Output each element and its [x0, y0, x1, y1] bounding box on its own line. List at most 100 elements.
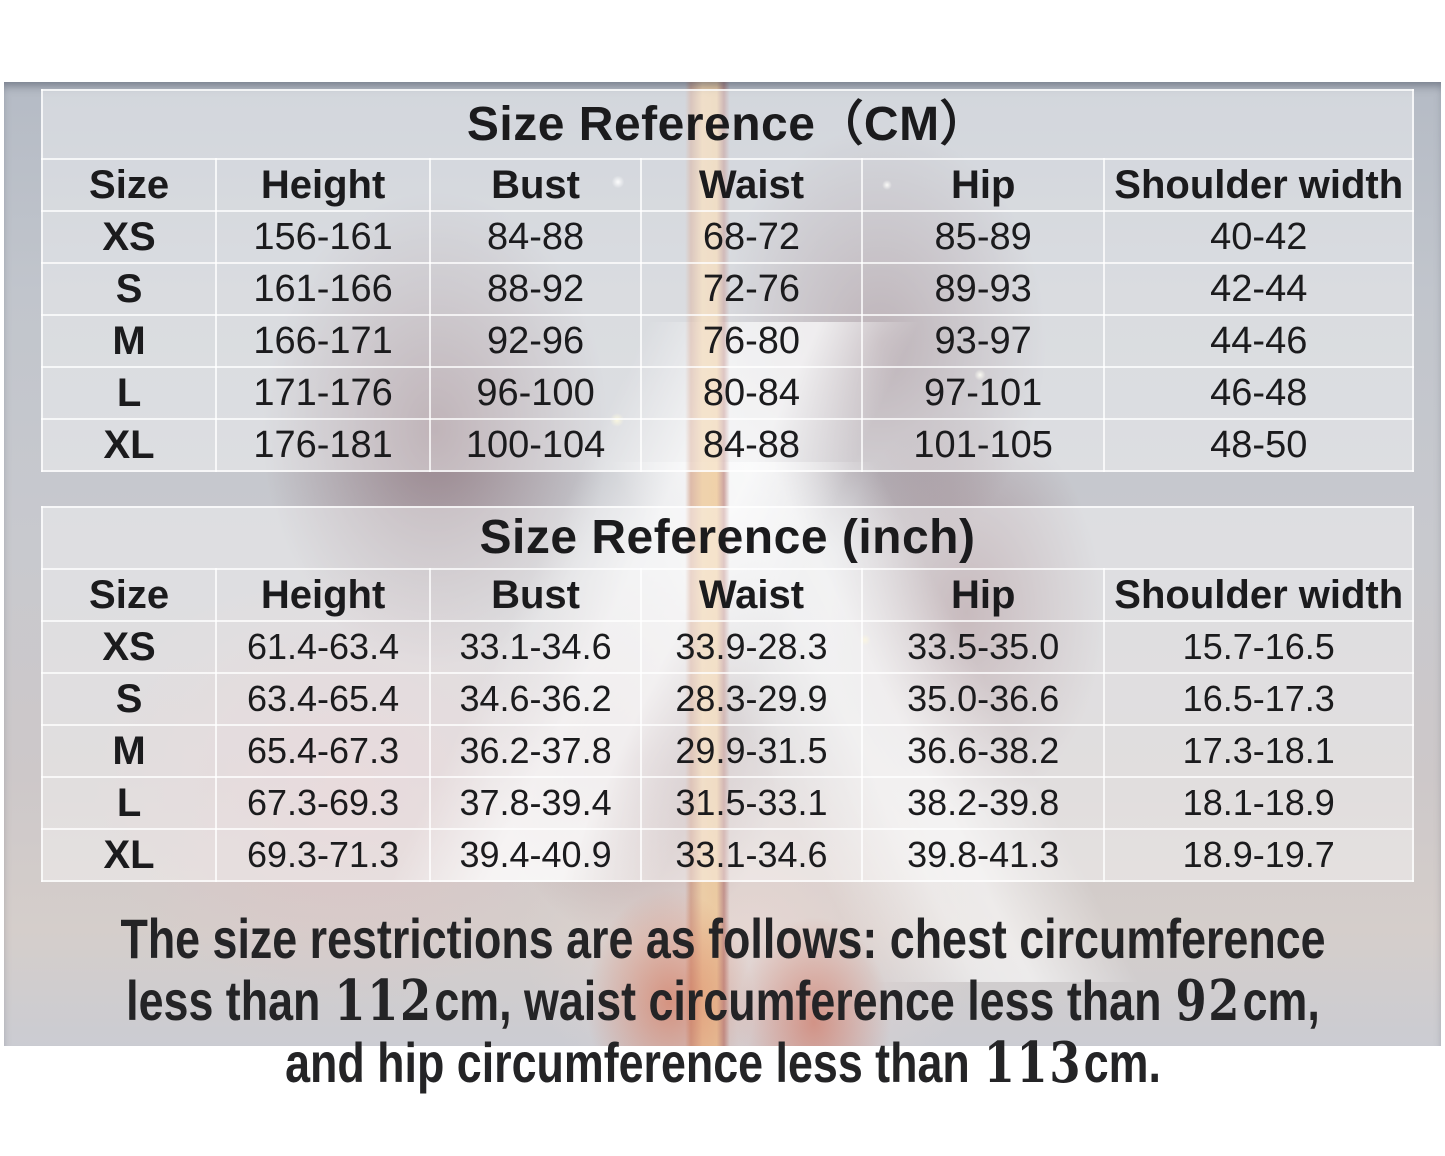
table-cell: 166-171	[215, 314, 431, 368]
note-text: cm, waist circumference less than	[433, 969, 1174, 1032]
table-cell: 101-105	[860, 418, 1106, 472]
table-cell: 38.2-39.8	[860, 776, 1106, 830]
table-cell: 42-44	[1103, 262, 1414, 316]
table-cell: 92-96	[428, 314, 643, 368]
inch-row-l: L 67.3-69.3 37.8-39.4 31.5-33.1 38.2-39.…	[40, 776, 1414, 830]
table-cell: 37.8-39.4	[428, 776, 643, 830]
table-cell: 100-104	[428, 418, 643, 472]
cm-title-row: Size Reference（CM）	[41, 89, 1414, 160]
note-text: less than	[125, 969, 333, 1032]
size-restrictions-note: The size restrictions are as follows: ch…	[3, 908, 1443, 1096]
table-cell: 29.9-31.5	[640, 724, 863, 778]
cm-column-header-size: Size	[40, 158, 218, 212]
size-label: S	[40, 672, 218, 726]
note-line-1: The size restrictions are as follows: ch…	[3, 908, 1443, 970]
size-label: XS	[40, 620, 218, 674]
table-cell: 88-92	[428, 262, 643, 316]
table-cell: 161-166	[215, 262, 431, 316]
table-cell: 61.4-63.4	[215, 620, 431, 674]
table-cell: 156-161	[215, 210, 431, 264]
table-cell: 68-72	[640, 210, 863, 264]
cm-row-s: S 161-166 88-92 72-76 89-93 42-44	[40, 262, 1414, 316]
cm-column-header-height: Height	[215, 158, 431, 212]
table-cell: 15.7-16.5	[1103, 620, 1414, 674]
inch-table-title: Size Reference (inch)	[41, 506, 1414, 570]
note-number-chest: 112	[333, 968, 433, 1034]
table-cell: 89-93	[860, 262, 1106, 316]
size-label: M	[40, 314, 218, 368]
table-cell: 96-100	[428, 366, 643, 420]
table-cell: 33.5-35.0	[860, 620, 1106, 674]
size-label: L	[40, 366, 218, 420]
size-label: XL	[40, 828, 218, 882]
table-cell: 33.1-34.6	[640, 828, 863, 882]
cm-row-xs: XS 156-161 84-88 68-72 85-89 40-42	[40, 210, 1414, 264]
table-cell: 46-48	[1103, 366, 1414, 420]
size-label: XL	[40, 418, 218, 472]
inch-row-m: M 65.4-67.3 36.2-37.8 29.9-31.5 36.6-38.…	[40, 724, 1414, 778]
table-cell: 63.4-65.4	[215, 672, 431, 726]
inch-row-xs: XS 61.4-63.4 33.1-34.6 33.9-28.3 33.5-35…	[40, 620, 1414, 674]
table-cell: 48-50	[1103, 418, 1414, 472]
table-cell: 33.1-34.6	[428, 620, 643, 674]
inch-column-header-waist: Waist	[640, 568, 863, 622]
cm-row-xl: XL 176-181 100-104 84-88 101-105 48-50	[40, 418, 1414, 472]
note-number-hip: 113	[983, 1030, 1082, 1096]
table-cell: 36.6-38.2	[860, 724, 1106, 778]
table-cell: 80-84	[640, 366, 863, 420]
note-line-3: and hip circumference less than 113cm.	[3, 1030, 1443, 1096]
cm-column-header-waist: Waist	[640, 158, 863, 212]
table-cell: 176-181	[215, 418, 431, 472]
table-cell: 40-42	[1103, 210, 1414, 264]
inch-header-row: Size Height Bust Waist Hip Shoulder widt…	[40, 568, 1414, 622]
table-cell: 84-88	[640, 418, 863, 472]
table-cell: 171-176	[215, 366, 431, 420]
cm-column-header-hip: Hip	[860, 158, 1106, 212]
inch-title-row: Size Reference (inch)	[41, 506, 1414, 570]
size-label: XS	[40, 210, 218, 264]
table-cell: 76-80	[640, 314, 863, 368]
size-table-inch: Size Reference (inch) Size Height Bust W…	[40, 506, 1414, 882]
inch-column-header-bust: Bust	[428, 568, 643, 622]
table-cell: 34.6-36.2	[428, 672, 643, 726]
note-text: The size restrictions are as follows: ch…	[119, 907, 1326, 970]
table-cell: 39.4-40.9	[428, 828, 643, 882]
table-cell: 33.9-28.3	[640, 620, 863, 674]
note-text: cm,	[1242, 969, 1320, 1032]
cm-row-m: M 166-171 92-96 76-80 93-97 44-46	[40, 314, 1414, 368]
table-cell: 39.8-41.3	[860, 828, 1106, 882]
inch-column-header-height: Height	[215, 568, 431, 622]
table-cell: 69.3-71.3	[215, 828, 431, 882]
inch-column-header-size: Size	[40, 568, 218, 622]
size-label: M	[40, 724, 218, 778]
table-cell: 28.3-29.9	[640, 672, 863, 726]
cm-column-header-bust: Bust	[428, 158, 643, 212]
table-cell: 31.5-33.1	[640, 776, 863, 830]
note-text: cm.	[1083, 1031, 1161, 1094]
table-cell: 36.2-37.8	[428, 724, 643, 778]
table-cell: 16.5-17.3	[1103, 672, 1414, 726]
note-text: and hip circumference less than	[284, 1031, 982, 1094]
table-cell: 93-97	[860, 314, 1106, 368]
cm-header-row: Size Height Bust Waist Hip Shoulder widt…	[40, 158, 1414, 212]
table-cell: 65.4-67.3	[215, 724, 431, 778]
inch-column-header-hip: Hip	[860, 568, 1106, 622]
cm-table-title: Size Reference（CM）	[41, 89, 1414, 160]
table-cell: 35.0-36.6	[860, 672, 1106, 726]
note-number-waist: 92	[1174, 968, 1241, 1034]
table-cell: 97-101	[860, 366, 1106, 420]
inch-row-xl: XL 69.3-71.3 39.4-40.9 33.1-34.6 39.8-41…	[40, 828, 1414, 882]
cm-column-header-shoulder-width: Shoulder width	[1103, 158, 1414, 212]
table-cell: 18.9-19.7	[1103, 828, 1414, 882]
table-cell: 44-46	[1103, 314, 1414, 368]
size-table-cm: Size Reference（CM） Size Height Bust Wais…	[40, 89, 1414, 472]
table-cell: 18.1-18.9	[1103, 776, 1414, 830]
table-cell: 72-76	[640, 262, 863, 316]
note-line-2: less than 112cm, waist circumference les…	[3, 968, 1443, 1034]
table-cell: 67.3-69.3	[215, 776, 431, 830]
inch-row-s: S 63.4-65.4 34.6-36.2 28.3-29.9 35.0-36.…	[40, 672, 1414, 726]
inch-column-header-shoulder-width: Shoulder width	[1103, 568, 1414, 622]
table-cell: 17.3-18.1	[1103, 724, 1414, 778]
